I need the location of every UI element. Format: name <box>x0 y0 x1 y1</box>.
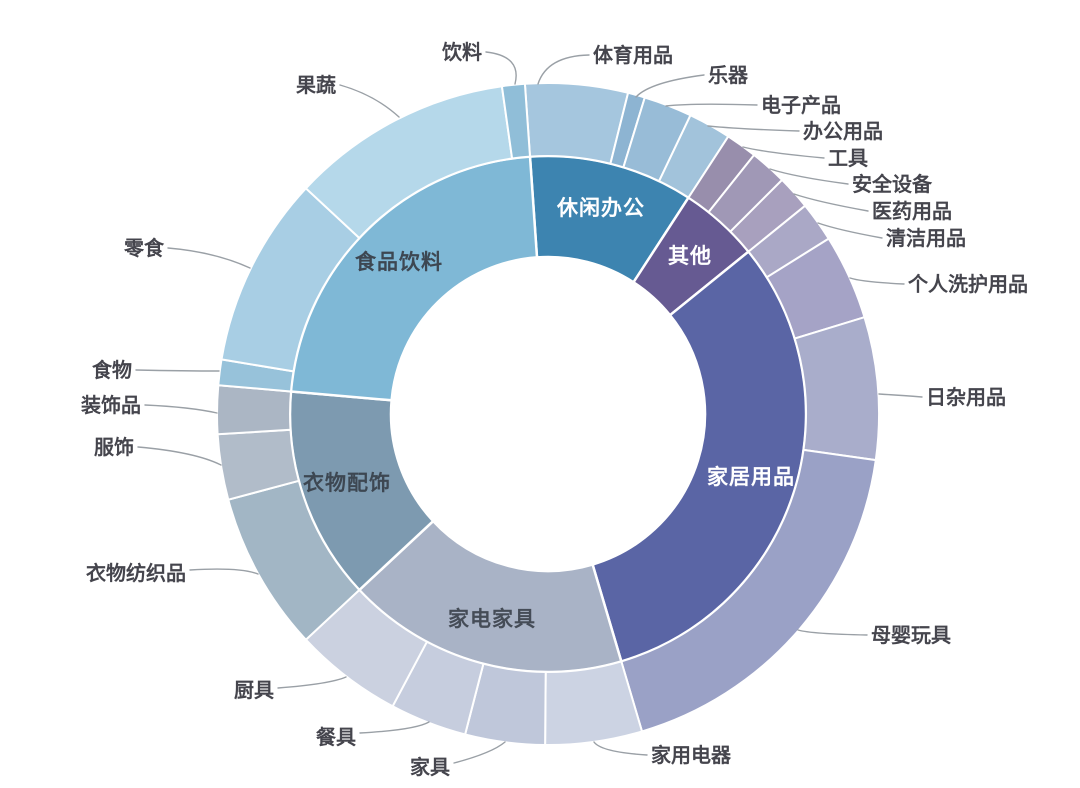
leader-line-home-appliances <box>593 741 648 756</box>
callout-label-medical-supplies: 医药用品 <box>872 199 952 223</box>
leader-line-personal-care <box>849 277 905 285</box>
leader-line-tools <box>742 146 825 159</box>
inner-label-other: 其他 <box>668 244 712 268</box>
inner-label-food-beverage: 食品饮料 <box>355 250 443 274</box>
leader-line-medical-supplies <box>793 193 869 212</box>
callout-label-fruits-vegetables: 果蔬 <box>296 74 336 97</box>
leader-line-decorations <box>144 404 218 414</box>
leader-line-office-supplies <box>707 125 800 132</box>
callout-label-mother-baby-toys: 母婴玩具 <box>871 624 951 647</box>
callout-label-tableware: 餐具 <box>316 725 356 749</box>
callout-label-musical-instruments: 乐器 <box>708 64 749 87</box>
callout-label-office-supplies: 办公用品 <box>803 119 883 143</box>
leader-line-mother-baby-toys <box>797 629 868 636</box>
outer-segment-decorations[interactable] <box>216 384 293 436</box>
leader-lines-layer <box>135 51 923 764</box>
callout-label-furniture: 家具 <box>410 755 450 779</box>
callout-label-apparel: 服饰 <box>94 435 134 459</box>
callout-label-decorations: 装饰品 <box>80 393 141 417</box>
callout-label-clothing-textiles: 衣物纺织品 <box>86 561 186 585</box>
leader-line-apparel <box>137 446 222 466</box>
leader-line-snacks <box>167 247 251 269</box>
leader-line-clothing-textiles <box>189 568 259 575</box>
callout-label-cleaning-supplies: 清洁用品 <box>886 226 966 250</box>
inner-label-clothing-accessories: 衣物配饰 <box>303 471 391 495</box>
inner-label-appliances-furniture: 家电家具 <box>448 607 536 631</box>
callout-label-sports-goods: 体育用品 <box>593 43 673 67</box>
callout-label-daily-sundries: 日杂用品 <box>926 385 1006 409</box>
inner-label-leisure-office: 休闲办公 <box>556 197 645 220</box>
outer-segment-beverages[interactable] <box>500 82 532 160</box>
leader-line-sports-goods <box>537 54 590 85</box>
leader-line-electronics <box>665 103 758 107</box>
callout-label-personal-care: 个人洗护用品 <box>907 272 1028 296</box>
leader-line-cleaning-supplies <box>817 222 883 239</box>
callout-label-electronics: 电子产品 <box>761 93 841 117</box>
callout-label-beverages: 饮料 <box>441 40 482 64</box>
outer-segment-daily-sundries[interactable] <box>793 315 880 462</box>
callout-label-kitchenware: 厨具 <box>234 680 274 702</box>
callout-label-tools: 工具 <box>828 148 868 170</box>
leader-line-beverages <box>485 51 517 85</box>
leader-line-kitchenware <box>277 676 347 689</box>
callout-label-snacks: 零食 <box>123 236 165 260</box>
leader-line-musical-instruments <box>635 74 705 98</box>
segments-layer <box>216 82 880 747</box>
callout-label-safety-equipment: 安全设备 <box>852 172 933 196</box>
callout-label-home-appliances: 家用电器 <box>651 743 732 767</box>
leader-line-fruits-vegetables <box>339 84 400 118</box>
leader-line-food <box>135 369 220 372</box>
leader-line-furniture <box>453 741 506 764</box>
leader-line-safety-equipment <box>769 168 849 185</box>
leader-line-daily-sundries <box>878 393 923 398</box>
callout-label-food: 食物 <box>92 358 132 382</box>
leader-line-tableware <box>359 721 430 734</box>
inner-label-household-goods: 家居用品 <box>707 465 795 489</box>
